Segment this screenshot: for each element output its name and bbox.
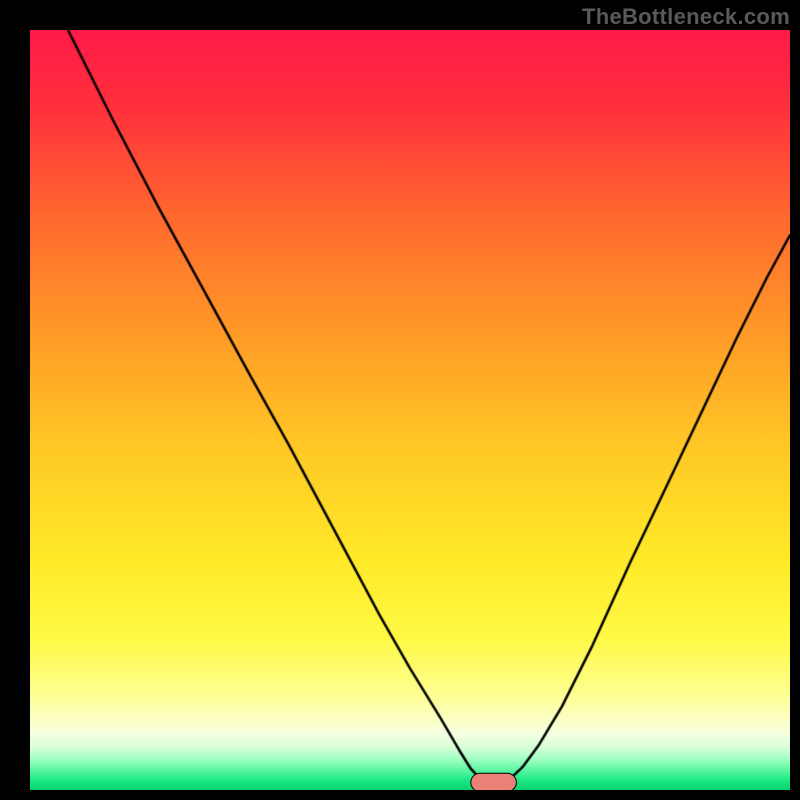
optimal-marker: [30, 30, 790, 790]
watermark-text: TheBottleneck.com: [582, 4, 790, 30]
chart-root: { "meta": { "watermark": "TheBottleneck.…: [0, 0, 800, 800]
